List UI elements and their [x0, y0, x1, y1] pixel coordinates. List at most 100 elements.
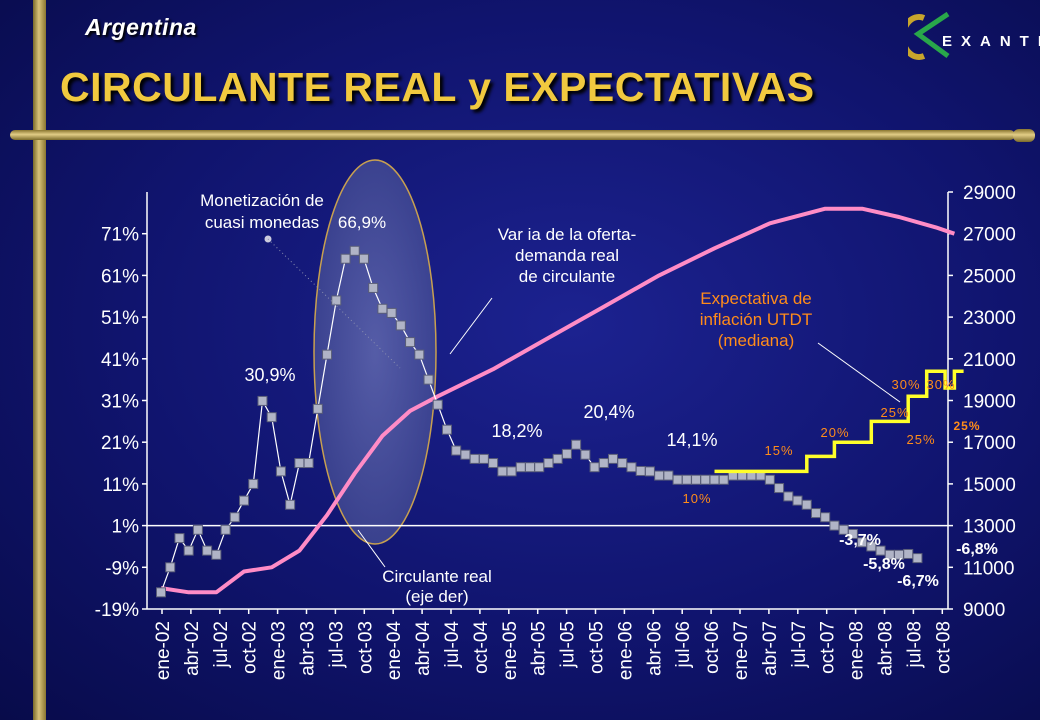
series-var-oferta-point — [414, 349, 425, 360]
x-tick-label: ene-07 — [731, 621, 752, 680]
series-var-oferta-point — [810, 508, 821, 519]
x-tick-label: oct-07 — [818, 621, 839, 674]
series-var-oferta-point — [441, 424, 452, 435]
series-var-oferta-point — [903, 548, 914, 559]
annotation-expectativa-value: 15% — [764, 443, 793, 458]
series-var-oferta-point — [525, 462, 535, 473]
frame-horizontal-bar — [10, 130, 1015, 140]
series-var-oferta-point — [681, 474, 692, 485]
series-var-oferta-point — [386, 307, 397, 318]
series-var-oferta-point — [589, 462, 600, 473]
series-expectativa-line — [714, 369, 964, 474]
frame-vertical-bar — [33, 0, 46, 720]
annotation-leader-var — [449, 297, 493, 355]
series-var-oferta-point — [626, 462, 637, 473]
annotation-expectativa-value: 25% — [953, 419, 980, 433]
y-right-tick-label: 9000 — [963, 600, 1005, 621]
series-var-oferta-point — [423, 374, 434, 385]
annotation-circulante-real: Circulante real — [382, 567, 492, 586]
y-right-tick-label: 17000 — [963, 433, 1016, 454]
annotation-series-value: 18,2% — [491, 421, 542, 441]
x-tick-label: oct-02 — [240, 621, 261, 674]
series-circulante-real-line — [160, 206, 956, 595]
y-left-tick-label: 41% — [101, 350, 139, 371]
series-var-oferta-point — [654, 470, 665, 481]
series-var-oferta-point — [229, 512, 240, 523]
y-left-tick-label: 31% — [101, 392, 139, 413]
y-left-tick-label: 51% — [101, 308, 139, 329]
series-var-oferta-point — [340, 253, 351, 264]
series-var-oferta-point — [192, 524, 203, 535]
y-right-tick-label: 15000 — [963, 475, 1016, 496]
x-tick-label: ene-06 — [615, 621, 636, 680]
annotation-monetizacion: Monetización de — [200, 191, 324, 210]
x-tick-label: jul-07 — [789, 621, 810, 668]
y-right-tick-label: 27000 — [963, 225, 1016, 246]
series-var-oferta-point — [571, 439, 582, 450]
annotation-var-oferta: de circulante — [519, 267, 615, 286]
x-tick-label: ene-02 — [153, 621, 174, 680]
series-var-oferta-point — [847, 528, 858, 539]
x-tick-label: abr-08 — [876, 621, 897, 676]
series-var-oferta-point — [368, 282, 379, 293]
annotation-series-value: 30,9% — [244, 365, 295, 385]
series-var-oferta-point — [829, 520, 840, 531]
series-var-oferta-point — [718, 474, 729, 485]
series-var-oferta-point — [608, 453, 619, 464]
series-var-oferta-point — [764, 474, 775, 485]
annotation-series-value: 20,4% — [583, 402, 634, 422]
series-var-oferta-point — [663, 470, 674, 481]
series-var-oferta-point — [220, 524, 231, 535]
series-var-oferta-point — [580, 449, 591, 460]
series-var-oferta-point — [672, 474, 683, 485]
x-tick-label: oct-06 — [702, 621, 723, 674]
series-var-oferta-point — [174, 533, 185, 544]
x-tick-label: oct-08 — [933, 621, 954, 674]
series-var-oferta-point — [202, 545, 213, 556]
y-left-tick-label: 61% — [101, 266, 139, 287]
annotation-expectativa: (mediana) — [718, 331, 795, 350]
annotation-expectativa-value: 20% — [820, 425, 849, 440]
x-tick-label: ene-05 — [500, 621, 521, 680]
annotation-series-value: -6,7% — [897, 573, 939, 590]
x-tick-label: abr-02 — [182, 621, 203, 676]
annotation-series-value: -6,8% — [956, 541, 998, 558]
x-tick-label: jul-02 — [211, 621, 232, 668]
annotation-leader-dotted — [267, 238, 401, 369]
x-tick-label: jul-03 — [326, 621, 347, 668]
series-var-oferta-point — [285, 499, 296, 510]
series-var-oferta-point — [257, 395, 268, 406]
series-var-oferta-point — [598, 458, 609, 469]
series-var-oferta-point — [561, 448, 572, 459]
annotation-monetizacion: cuasi monedas — [205, 213, 319, 232]
frame-horizontal-bar-cap — [1013, 129, 1035, 142]
series-var-oferta-point — [165, 562, 176, 573]
series-var-oferta-point — [395, 320, 406, 331]
x-tick-label: ene-08 — [847, 621, 868, 680]
series-var-oferta-point — [478, 453, 489, 464]
annotation-leader-expectativa — [817, 342, 901, 403]
y-right-tick-label: 23000 — [963, 308, 1016, 329]
series-var-oferta-point — [460, 449, 471, 460]
series-var-oferta-point — [644, 466, 655, 477]
x-tick-label: jul-04 — [442, 621, 463, 669]
series-var-oferta-point — [312, 403, 323, 414]
series-var-oferta-point — [635, 465, 646, 476]
x-tick-label: abr-04 — [413, 621, 434, 676]
series-var-oferta-point — [617, 458, 628, 469]
series-var-oferta-point — [248, 478, 259, 489]
x-tick-label: jul-05 — [558, 621, 579, 668]
series-var-oferta-point — [322, 349, 333, 360]
y-left-tick-label: 11% — [102, 475, 139, 496]
y-left-tick-label: 71% — [101, 225, 139, 246]
series-var-oferta-point — [451, 445, 462, 456]
annotation-expectativa-value: 30% — [926, 377, 955, 392]
series-var-oferta-point — [912, 553, 923, 564]
series-var-oferta-point — [303, 458, 314, 469]
series-var-oferta-point — [792, 495, 803, 506]
annotation-series-value: -3,7% — [839, 532, 881, 549]
annotation-expectativa-value: 25% — [906, 432, 935, 447]
annotation-expectativa-value: 30% — [891, 377, 920, 392]
series-var-oferta-point — [294, 458, 305, 469]
